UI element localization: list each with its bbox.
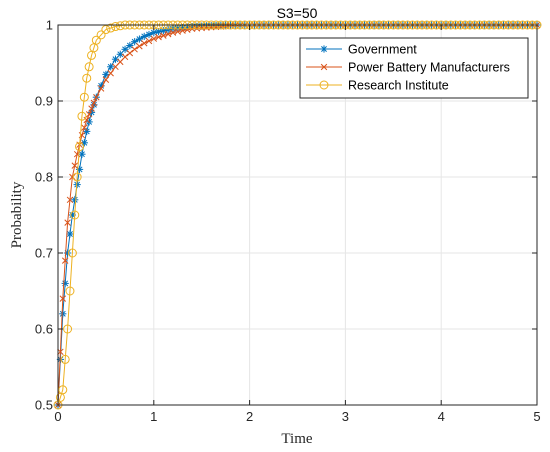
chart-title: S3=50: [277, 5, 318, 21]
series-point: [121, 53, 129, 61]
legend: Government Power Battery Manufacturers Res…: [299, 37, 529, 99]
series-point: [91, 35, 101, 45]
series-point: [160, 32, 167, 39]
legend-label: Power Battery Manufacturers: [348, 61, 510, 75]
series-point: [59, 310, 67, 318]
series-point: [82, 73, 92, 83]
series-point: [150, 29, 158, 37]
y-axis-label: Probability: [9, 181, 25, 248]
y-tick-label: 1: [46, 18, 53, 33]
y-axis-ticks: 0.5 0.6 0.7 0.8 0.9 1: [35, 18, 537, 413]
legend-entry: Government: [306, 43, 417, 57]
legend-label: Research Institute: [348, 79, 449, 93]
x-tick-label: 4: [438, 409, 445, 424]
series-point: [90, 99, 98, 107]
series-point: [61, 257, 69, 264]
series-point: [84, 62, 94, 72]
series-point: [131, 46, 138, 53]
legend-entry: Power Battery Manufacturers: [306, 61, 510, 75]
series-point: [140, 40, 148, 47]
x-tick-label: 3: [342, 409, 349, 424]
series-point: [106, 23, 116, 33]
series-point: [154, 28, 163, 36]
legend-label: Government: [348, 43, 417, 57]
legend-entry: Research Institute: [306, 79, 449, 93]
series-point: [155, 33, 162, 41]
series-point: [75, 142, 85, 152]
series-point: [126, 49, 134, 57]
series-point: [64, 219, 71, 226]
series-point: [77, 111, 87, 121]
series-point: [71, 196, 79, 204]
x-tick-label: 0: [54, 409, 61, 424]
series-point: [111, 55, 120, 63]
legend-marker: [319, 80, 329, 90]
series-point: [97, 85, 105, 92]
series-point: [72, 172, 82, 182]
x-tick-label: 2: [246, 409, 253, 424]
series-point: [66, 196, 74, 204]
series-point: [67, 248, 77, 258]
x-axis-ticks: 0 1 2 3 4 5: [54, 25, 541, 424]
plot-frame: [57, 24, 538, 406]
y-tick-label: 0.8: [35, 170, 53, 185]
series-point: [107, 70, 114, 77]
series-point: [126, 41, 134, 50]
y-tick-label: 0.5: [35, 398, 53, 413]
y-tick-label: 0.6: [35, 322, 53, 337]
x-tick-label: 5: [533, 409, 540, 424]
series-point: [70, 210, 80, 220]
legend-marker: [320, 45, 328, 53]
series-point: [102, 70, 110, 78]
series-point: [121, 45, 129, 53]
series-point: [78, 150, 86, 158]
legend-marker: [320, 63, 328, 71]
legend-box: [299, 37, 529, 99]
series-point: [88, 105, 95, 112]
series-point: [145, 37, 153, 45]
series-point: [69, 173, 76, 181]
series-point: [150, 35, 158, 42]
series-point: [83, 116, 90, 124]
series-point: [81, 124, 88, 131]
series-point: [71, 162, 78, 169]
x-axis-label: Time: [281, 431, 312, 447]
series-point: [60, 354, 70, 364]
series-point: [85, 111, 93, 118]
series-point: [65, 286, 75, 296]
x-tick-label: 1: [150, 409, 157, 424]
series-point: [102, 76, 110, 83]
series-point: [59, 295, 67, 302]
series-point: [75, 165, 84, 173]
series-point: [93, 93, 100, 101]
series-point: [110, 22, 120, 32]
series-point: [83, 127, 91, 135]
series-point: [140, 32, 148, 40]
series-point: [131, 38, 139, 46]
series-point: [63, 324, 73, 334]
y-tick-label: 0.7: [35, 246, 53, 261]
series-point: [115, 21, 125, 31]
series-point: [164, 30, 172, 38]
series-point: [107, 63, 115, 71]
series-point: [101, 25, 111, 35]
series-point: [61, 279, 69, 287]
series-point: [112, 63, 119, 71]
series-point: [66, 230, 74, 238]
series-point: [58, 385, 68, 395]
series-point: [96, 30, 106, 40]
series-point: [79, 92, 89, 102]
y-tick-label: 0.9: [35, 94, 53, 109]
series-point: [117, 58, 124, 66]
series-point: [136, 43, 143, 50]
